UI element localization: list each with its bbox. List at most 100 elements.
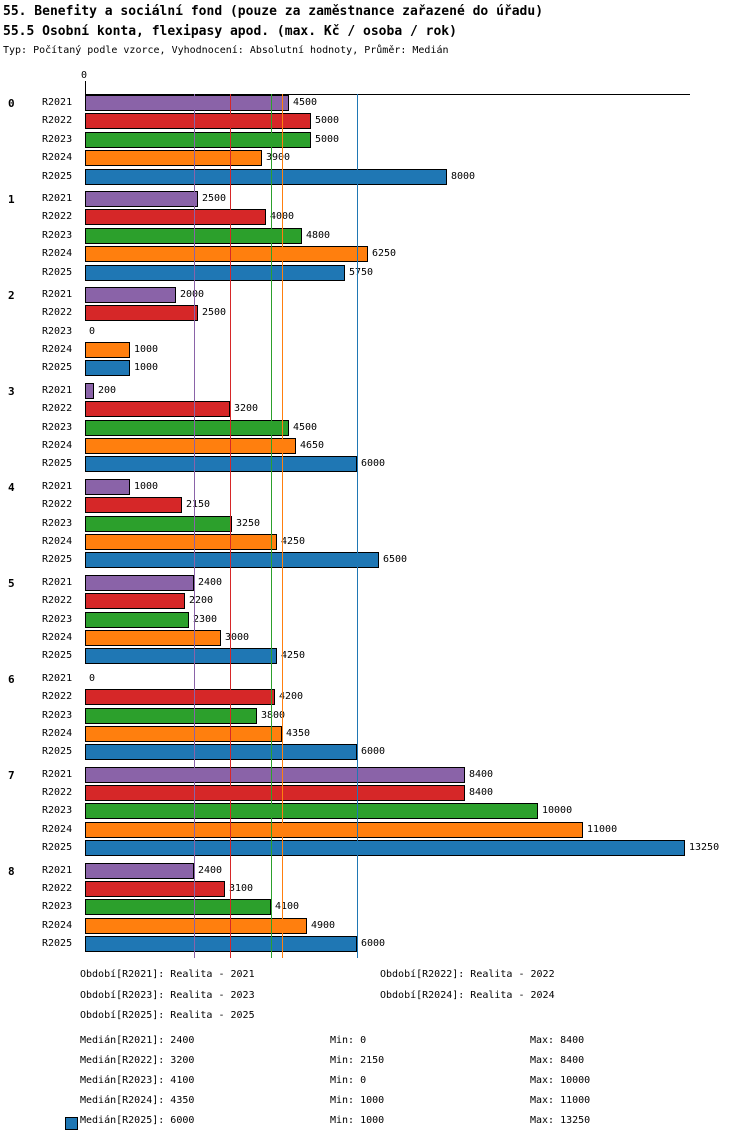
bar-value-label: 4650: [300, 440, 325, 452]
stat-min-4: Min: 1000: [330, 1115, 385, 1126]
bar-value-label: 5750: [349, 266, 374, 278]
bar-value-label: 13250: [689, 842, 720, 854]
bar-row-6-r2023: R2023 3800: [0, 707, 750, 725]
stats-table: Medián[R2021]: 2400 Min: 0 Max: 8400 Medián…: [80, 1031, 730, 1131]
group-label: 7: [8, 768, 15, 782]
bar-r2022: [85, 113, 311, 130]
bar-r2022: [85, 881, 225, 898]
bar-r2025: [85, 840, 685, 857]
bar-group-5: 5 R2021 2400 R2022 2200 R2023 2300 R2024 3000 R20…: [0, 574, 750, 670]
bar-value-label: 6000: [361, 938, 386, 950]
series-label: R2023: [42, 709, 73, 721]
bar-group-1: 1R20212500R20224000R20234800R20246250R20…: [0, 190, 750, 286]
bar-value-label: 4250: [281, 535, 306, 547]
stat-max-0: Max: 8400: [530, 1035, 585, 1046]
series-label: R2022: [42, 403, 73, 415]
bar-row-5-r2025: R2025 4250: [0, 647, 750, 665]
series-label: R2021: [42, 384, 73, 396]
stat-median-0: Medián[R2021]: 2400: [80, 1035, 195, 1046]
bar-value-label: 6250: [372, 248, 397, 260]
bar-value-label: 3200: [234, 403, 259, 415]
bar-r2021: [85, 286, 176, 303]
bar-value-label: 4250: [281, 650, 306, 662]
series-label: R2021: [42, 672, 73, 684]
stat-min-0: Min: 0: [330, 1035, 367, 1046]
bar-r2022: [85, 785, 465, 802]
axis-tick-label-zero: 0: [81, 70, 88, 81]
bar-row-2-r2024: R2024 1000: [0, 341, 750, 359]
median-line-r2021: [194, 94, 195, 958]
bar-row-1-r2025: R2025 5750: [0, 264, 750, 282]
bar-row-5-r2024: R2024 3000: [0, 629, 750, 647]
bar-r2022: [85, 689, 275, 706]
bar-r2022: [85, 497, 182, 514]
bar-r2025: [85, 264, 345, 281]
series-label: R2023: [42, 133, 73, 145]
bar-r2021: [85, 862, 194, 879]
bar-value-label: 2000: [180, 288, 205, 300]
bar-value-label: 3900: [266, 152, 291, 164]
legend-item-0: Období[R2021]: Realita - 2021: [80, 969, 255, 980]
bar-r2022: [85, 305, 198, 322]
series-label: R2025: [42, 170, 73, 182]
bar-value-label: 2500: [202, 192, 227, 204]
stat-max-3: Max: 11000: [530, 1095, 591, 1106]
bar-group-0: 0 R2021 4500 R2022 5000 R2023 5000 R2024 3900 R20…: [0, 94, 750, 190]
bar-r2024: [85, 821, 583, 838]
series-label: R2023: [42, 325, 73, 337]
stat-min-3: Min: 1000: [330, 1095, 385, 1106]
bar-row-2-r2025: R2025 1000: [0, 359, 750, 377]
stat-max-1: Max: 8400: [530, 1055, 585, 1066]
series-label: R2021: [42, 480, 73, 492]
bar-row-7-r2021: R2021 8400: [0, 766, 750, 784]
bar-value-label: 4500: [293, 97, 318, 108]
series-label: R2021: [42, 864, 73, 876]
report-subtitle: 55.5 Osobní konta, flexipasy apod. (max.…: [3, 24, 457, 39]
series-label: R2022: [42, 211, 73, 223]
group-label: 1: [8, 192, 15, 206]
series-label: R2024: [42, 344, 73, 356]
bar-r2024: [85, 533, 277, 550]
median-line-r2025: [357, 94, 358, 958]
bar-row-8-r2025: R2025 6000: [0, 935, 750, 953]
bar-r2024: [85, 917, 307, 934]
axis-tick: [85, 81, 86, 94]
bar-row-1-r2021: R2021 2500: [0, 190, 750, 208]
bar-r2023: [85, 803, 538, 820]
bar-value-label: 1000: [134, 480, 159, 492]
bar-row-2-r2021: R2021 2000: [0, 286, 750, 304]
legend: Období[R2021]: Realita - 2021 Období[R202…: [80, 965, 680, 1027]
bar-r2023: [85, 131, 311, 148]
bar-value-label: 4900: [311, 919, 336, 931]
bar-row-8-r2023: R2023 4100: [0, 898, 750, 916]
group-label: 4: [8, 480, 15, 494]
series-label: R2025: [42, 458, 73, 470]
series-label: R2024: [42, 631, 73, 643]
bar-value-label: 4350: [286, 727, 311, 739]
bar-row-0-r2025: R2025 8000: [0, 168, 750, 186]
bar-row-6-r2021: R2021 0: [0, 670, 750, 688]
legend-item-3: Období[R2024]: Realita - 2024: [380, 989, 555, 1001]
series-label: R2024: [42, 919, 73, 931]
bar-r2025: [85, 648, 277, 665]
bar-row-7-r2025: R2025 13250: [0, 839, 750, 857]
bar-value-label: 2150: [186, 499, 211, 511]
series-label: R2025: [42, 362, 73, 374]
bar-value-label: 2200: [189, 595, 214, 607]
series-label: R2025: [42, 842, 73, 854]
bar-group-8: 8 R2021 2400 R2022 3100 R2023 4100 R2024 4900 R20…: [0, 862, 750, 958]
stat-min-2: Min: 0: [330, 1075, 367, 1086]
median-line-r2022: [230, 94, 231, 958]
bar-value-label: 2400: [198, 864, 223, 876]
bar-r2024: [85, 342, 130, 359]
bar-r2025: [85, 456, 357, 473]
stat-max-4: Max: 13250: [530, 1115, 591, 1126]
bar-r2023: [85, 899, 271, 916]
stat-median-3: Medián[R2024]: 4350: [80, 1095, 195, 1106]
bar-value-label: 11000: [587, 823, 618, 835]
bar-r2025: [85, 168, 447, 185]
bar-row-2-r2023: R2023 0: [0, 323, 750, 341]
bar-r2024: [85, 725, 282, 742]
bar-row-3-r2022: R2022 3200: [0, 400, 750, 418]
bar-group-2: 2 R2021 2000 R2022 2500 R2023 0 R2024 1000 R2025 1…: [0, 286, 750, 382]
